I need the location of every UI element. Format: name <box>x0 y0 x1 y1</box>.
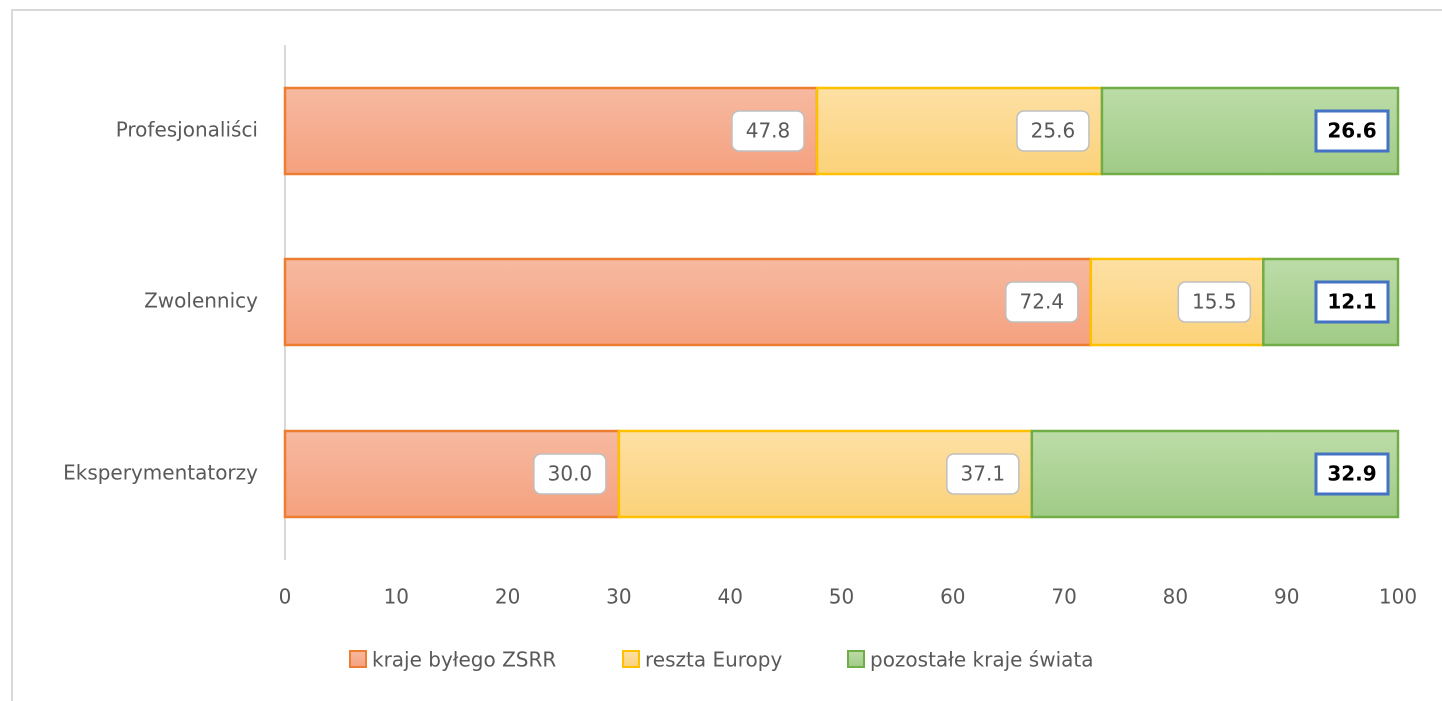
value-label-box <box>1005 281 1079 323</box>
x-tick-label: 20 <box>495 585 520 609</box>
value-label: 12.1 <box>1327 290 1376 314</box>
legend-label: pozostałe kraje świata <box>870 648 1094 672</box>
legend-label: kraje byłego ZSRR <box>372 648 556 672</box>
value-label-box <box>1177 281 1252 323</box>
x-tick-label: 70 <box>1051 585 1076 609</box>
value-label: 47.8 <box>746 119 791 143</box>
value-label-box <box>1016 110 1090 152</box>
x-tick-label: 90 <box>1274 585 1299 609</box>
legend-swatch <box>349 650 367 668</box>
x-tick-label: 100 <box>1379 585 1417 609</box>
value-label-box <box>946 453 1020 495</box>
value-label: 25.6 <box>1031 119 1076 143</box>
legend-swatch <box>622 650 640 668</box>
x-tick-label: 50 <box>829 585 854 609</box>
value-label: 30.0 <box>548 462 593 486</box>
category-label: Profesjonaliści <box>116 118 258 142</box>
value-label: 32.9 <box>1327 462 1376 486</box>
legend-swatch <box>847 650 865 668</box>
x-tick-label: 30 <box>606 585 631 609</box>
value-label: 26.6 <box>1327 119 1376 143</box>
value-label-box <box>731 110 805 152</box>
frame <box>11 9 1442 701</box>
value-label-box <box>1314 280 1390 324</box>
legend-label: reszta Europy <box>645 648 782 672</box>
value-label: 72.4 <box>1020 290 1065 314</box>
value-label-box <box>1314 109 1390 153</box>
x-tick-label: 40 <box>717 585 742 609</box>
category-label: Zwolennicy <box>144 289 258 313</box>
bar-segment <box>283 86 819 176</box>
x-tick-label: 0 <box>279 585 292 609</box>
bar-segment <box>283 257 1093 347</box>
x-tick-label: 10 <box>384 585 409 609</box>
value-label-box <box>533 453 607 495</box>
x-tick-label: 80 <box>1163 585 1188 609</box>
value-label: 37.1 <box>961 462 1006 486</box>
x-tick-label: 60 <box>940 585 965 609</box>
value-label: 15.5 <box>1192 290 1237 314</box>
value-label-box <box>1314 452 1390 496</box>
category-label: Eksperymentatorzy <box>63 461 258 485</box>
